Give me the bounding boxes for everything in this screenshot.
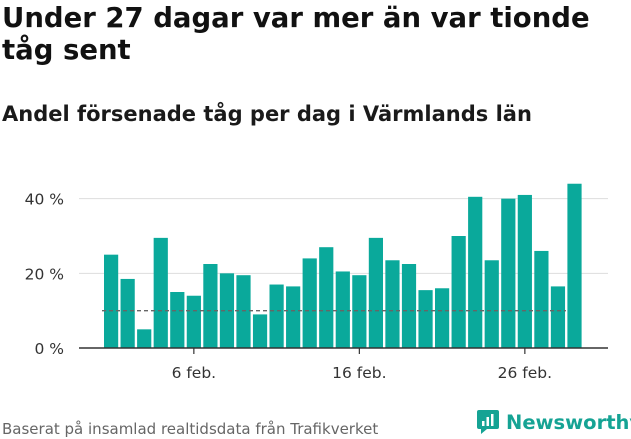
y-tick-label: 20 % — [25, 265, 64, 283]
bar — [418, 290, 433, 348]
bar — [435, 288, 450, 348]
newsworthy-logo: Newsworthy — [476, 407, 631, 437]
bar — [385, 260, 400, 348]
bar — [368, 237, 383, 348]
bar — [203, 264, 218, 348]
newsworthy-logo-icon — [477, 410, 499, 434]
bar — [286, 286, 301, 348]
bar — [335, 271, 350, 348]
bar — [517, 194, 532, 348]
bar — [352, 275, 367, 348]
bar — [567, 183, 582, 348]
bar — [468, 196, 483, 348]
bar — [170, 292, 185, 348]
bar — [120, 278, 135, 348]
chart-subtitle: Andel försenade tåg per dag i Värmlands … — [2, 102, 532, 126]
bar — [186, 295, 201, 348]
bar — [236, 275, 251, 348]
y-tick-label: 40 % — [25, 191, 64, 209]
bar — [153, 237, 168, 348]
bar — [501, 198, 516, 348]
source-note: Baserat på insamlad realtidsdata från Tr… — [2, 420, 379, 438]
bar — [104, 254, 119, 348]
x-tick-label: 6 feb. — [172, 364, 217, 382]
bar-chart: 0 % 20 % 40 % 6 feb. 16 feb. 26 feb. — [25, 183, 608, 382]
bar — [252, 314, 268, 348]
chart-title: Under 27 dagar var mer än var tionde tåg… — [2, 2, 590, 66]
x-tick-label: 26 feb. — [498, 364, 552, 382]
y-tick-label: 0 % — [34, 340, 64, 358]
bar — [269, 284, 284, 348]
bar — [319, 247, 334, 348]
bar — [451, 236, 466, 348]
bar — [550, 286, 566, 348]
x-tick-label: 16 feb. — [332, 364, 386, 382]
bar — [137, 329, 152, 348]
bar — [219, 273, 235, 348]
bar — [401, 264, 417, 348]
brand-name: Newsworthy — [506, 410, 631, 434]
bar — [534, 250, 549, 348]
bar — [302, 258, 317, 348]
bar — [484, 260, 499, 348]
